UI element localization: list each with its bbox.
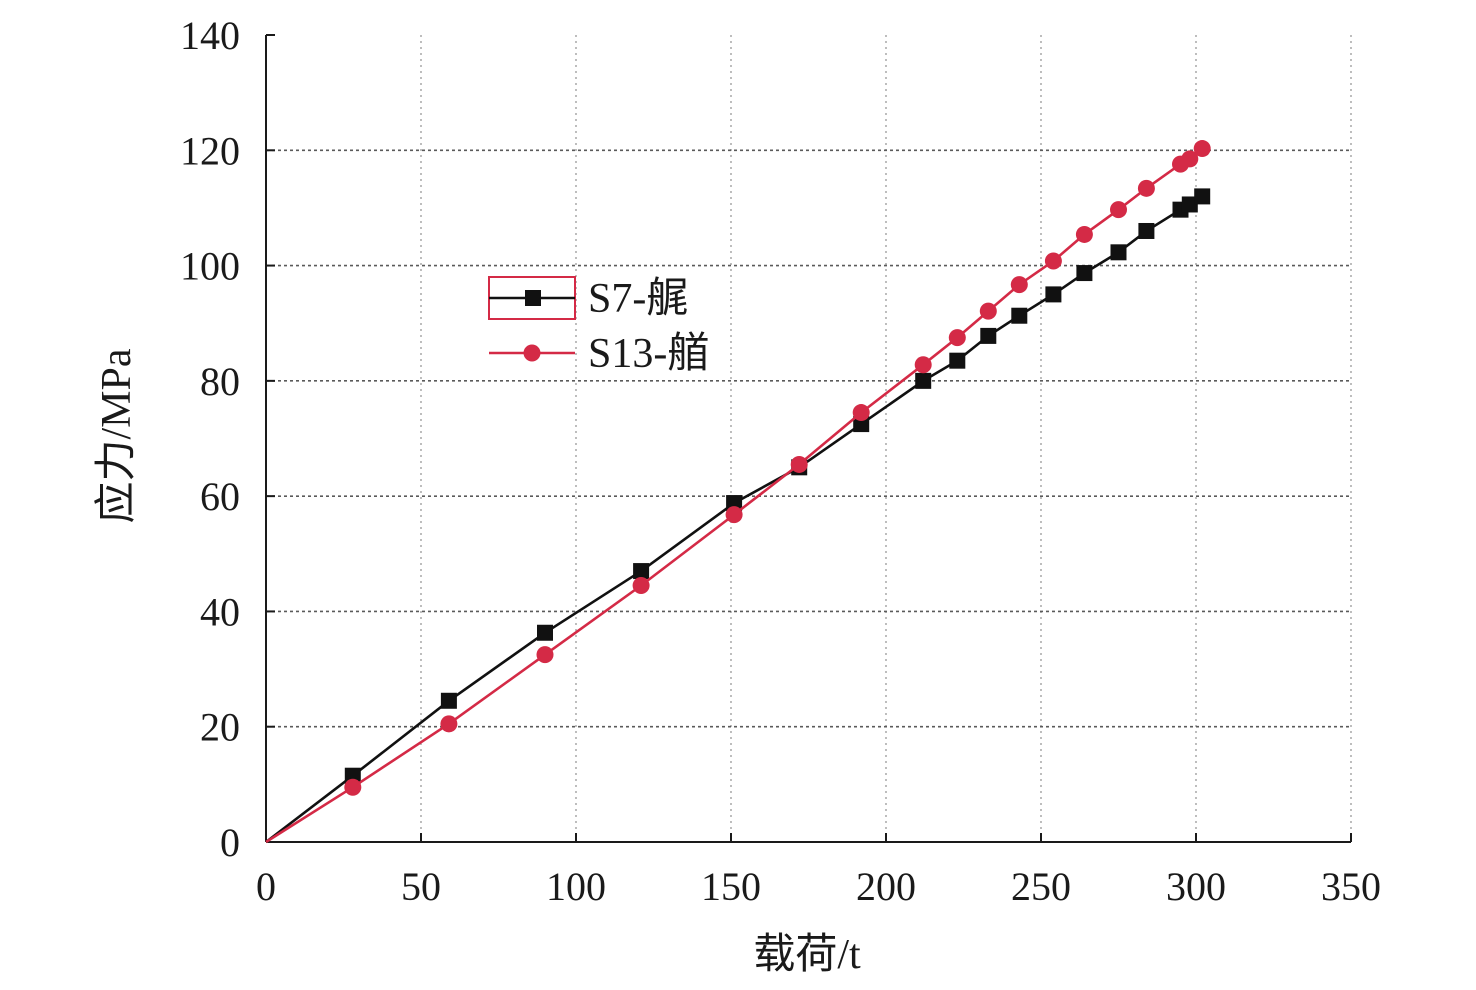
y-axis-title: 应力/MPa bbox=[93, 348, 140, 523]
data-point bbox=[1194, 188, 1211, 205]
legend-marker bbox=[523, 344, 541, 362]
data-point bbox=[1181, 150, 1199, 168]
series-1 bbox=[265, 188, 1211, 844]
data-point bbox=[726, 495, 743, 512]
y-tick-label: 80 bbox=[200, 359, 240, 404]
data-point bbox=[1181, 196, 1198, 213]
data-point bbox=[1044, 252, 1062, 270]
data-point bbox=[915, 372, 932, 389]
y-tick-label: 40 bbox=[200, 589, 240, 634]
x-tick-labels: 0 50 100 150 200 250 300 350 bbox=[256, 864, 1381, 909]
data-point bbox=[949, 352, 966, 369]
y-tick-label: 20 bbox=[200, 705, 240, 750]
x-axis-title: 载荷/t bbox=[753, 932, 861, 978]
data-point bbox=[914, 356, 932, 374]
data-point bbox=[633, 563, 650, 580]
legend-label: S13-艏 bbox=[588, 331, 709, 377]
data-point bbox=[1076, 265, 1093, 282]
data-point bbox=[853, 416, 870, 433]
x-tick-label: 250 bbox=[1011, 864, 1071, 909]
data-point bbox=[1193, 140, 1211, 158]
data-point bbox=[1110, 244, 1127, 261]
data-point bbox=[344, 767, 361, 784]
data-point bbox=[1011, 307, 1028, 324]
data-point bbox=[980, 327, 997, 344]
x-tick-label: 200 bbox=[856, 864, 916, 909]
data-point bbox=[1075, 225, 1093, 243]
x-tick-label: 350 bbox=[1321, 864, 1381, 909]
y-tick-label: 0 bbox=[220, 820, 240, 865]
x-tick-label: 100 bbox=[546, 864, 606, 909]
data-point bbox=[1138, 222, 1155, 239]
y-tick-label: 60 bbox=[200, 474, 240, 519]
data-point bbox=[1110, 201, 1127, 219]
legend: S7-艉 S13-艏 bbox=[488, 276, 709, 377]
grid-lines bbox=[266, 35, 1352, 842]
data-point bbox=[852, 404, 870, 422]
data-point bbox=[790, 455, 808, 473]
series-2 bbox=[265, 140, 1211, 844]
x-tick-label: 0 bbox=[256, 864, 276, 909]
y-tick-labels: 0 20 40 60 80 100 120 140 bbox=[180, 13, 240, 865]
x-tick-label: 300 bbox=[1166, 864, 1226, 909]
tick-marks bbox=[265, 34, 1352, 843]
legend-marker bbox=[525, 290, 541, 306]
y-tick-label: 100 bbox=[180, 244, 240, 289]
legend-label: S7-艉 bbox=[588, 276, 688, 322]
x-tick-label: 50 bbox=[401, 864, 441, 909]
data-series bbox=[265, 140, 1211, 844]
legend-item-1: S7-艉 bbox=[489, 276, 688, 322]
data-point bbox=[440, 692, 457, 709]
data-point bbox=[536, 646, 554, 664]
data-point bbox=[632, 576, 650, 594]
data-point bbox=[1137, 179, 1155, 197]
y-tick-label: 140 bbox=[180, 13, 240, 58]
data-point bbox=[948, 329, 966, 347]
data-point bbox=[344, 778, 362, 796]
legend-item-2: S13-艏 bbox=[489, 331, 709, 377]
axes bbox=[265, 35, 1351, 843]
data-point bbox=[725, 506, 743, 524]
data-point bbox=[979, 302, 997, 320]
data-point bbox=[537, 624, 553, 641]
x-tick-label: 150 bbox=[701, 864, 761, 909]
data-point bbox=[1045, 286, 1062, 303]
data-point bbox=[440, 715, 458, 733]
data-point bbox=[1010, 276, 1028, 294]
y-tick-label: 120 bbox=[180, 128, 240, 173]
